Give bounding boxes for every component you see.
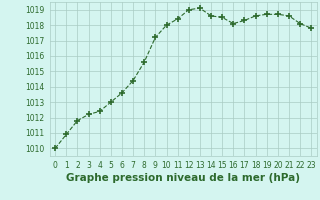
X-axis label: Graphe pression niveau de la mer (hPa): Graphe pression niveau de la mer (hPa) xyxy=(66,173,300,183)
